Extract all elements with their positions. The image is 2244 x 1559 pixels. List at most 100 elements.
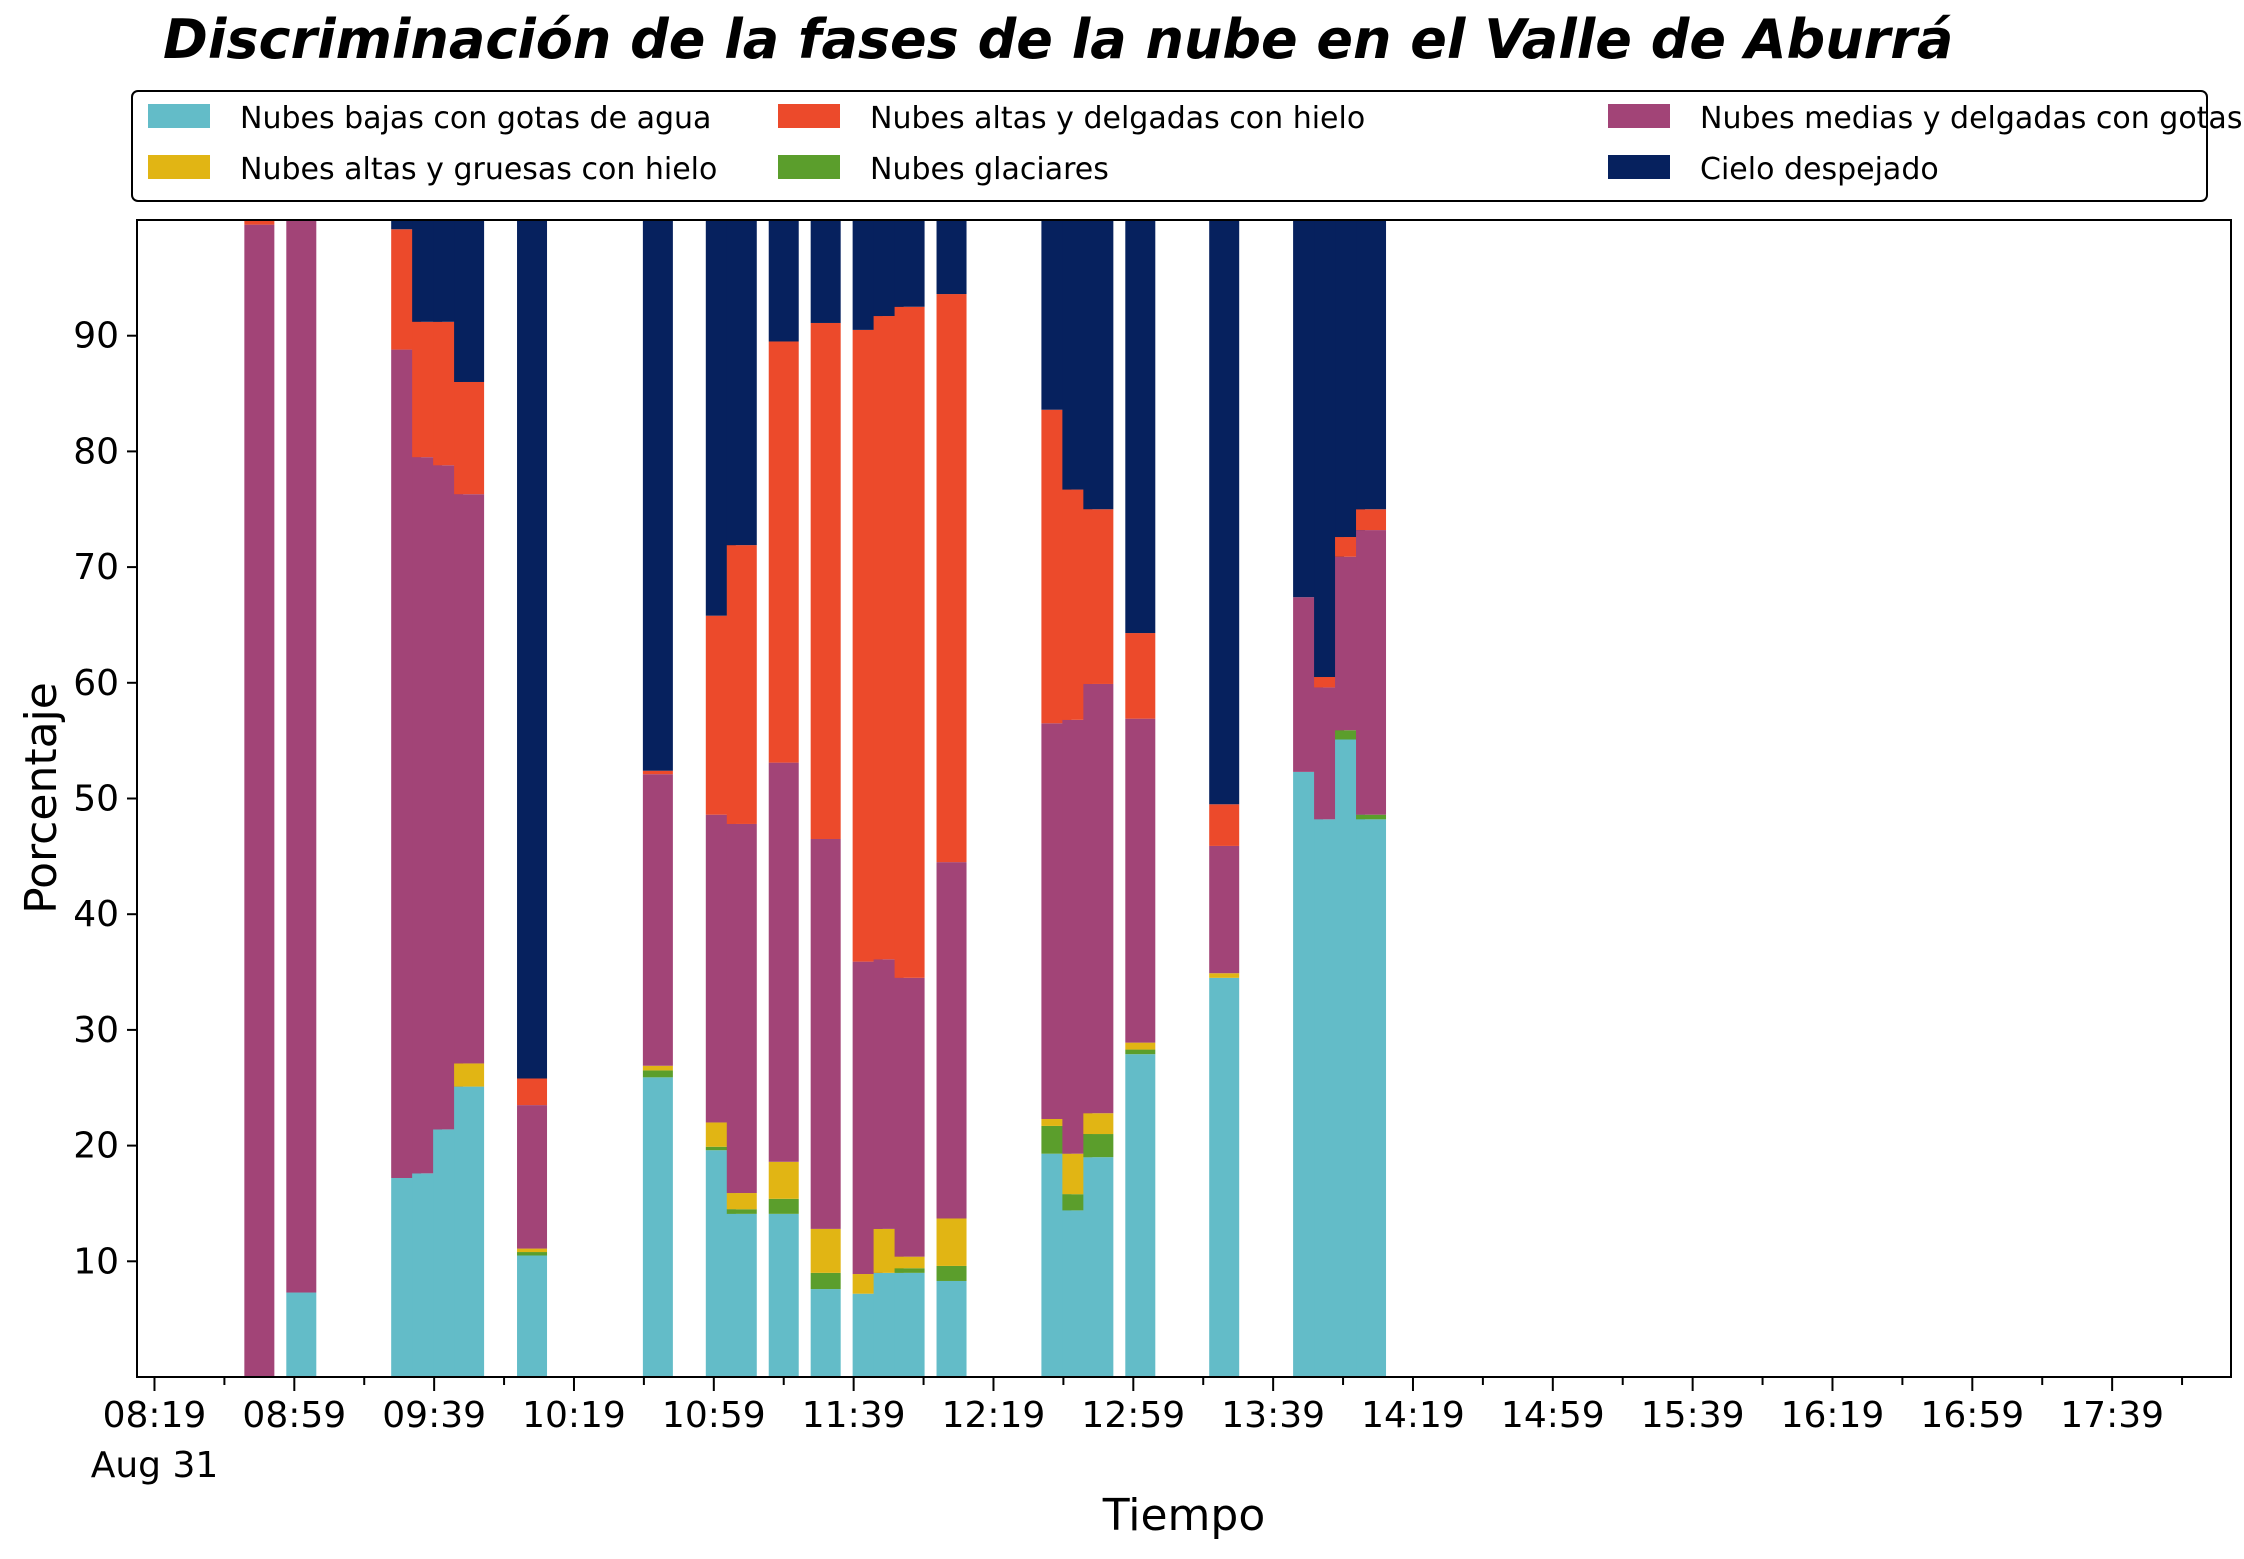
- bar-segment: [517, 220, 548, 1079]
- bar-segment: [1356, 530, 1387, 815]
- bar-segment: [1083, 1113, 1114, 1135]
- bar-segment: [1356, 509, 1387, 531]
- bar-segment: [642, 1077, 673, 1377]
- bar-segment: [642, 220, 673, 771]
- legend-item: Nubes bajas con gotas de agua: [148, 101, 711, 136]
- legend-label: Cielo despejado: [1700, 152, 1939, 187]
- bar-segment: [1314, 677, 1345, 688]
- bar-segment: [810, 322, 841, 839]
- legend-label: Nubes altas y delgadas con hielo: [870, 101, 1365, 136]
- chart-title: Discriminación de la fases de la nube en…: [163, 8, 1953, 71]
- bar-segment: [1209, 220, 1240, 805]
- bar-segment: [517, 1255, 548, 1377]
- y-tick-label: 60: [73, 663, 119, 704]
- x-tick-label: 16:19: [1781, 1395, 1885, 1436]
- y-tick-label: 70: [73, 547, 119, 588]
- legend-swatch: [148, 104, 210, 128]
- bar-segment: [894, 1256, 925, 1269]
- legend-label: Nubes medias y delgadas con gotas de agu…: [1700, 101, 2244, 136]
- y-tick-label: 10: [73, 1241, 119, 1282]
- bar-segment: [517, 1248, 548, 1253]
- bar-stack-5: [454, 220, 485, 1377]
- x-tick-label: 14:19: [1361, 1395, 1465, 1436]
- bar-segment: [1209, 977, 1240, 1377]
- bar-segment: [936, 1280, 967, 1377]
- legend-item: Cielo despejado: [1608, 152, 1939, 187]
- legend-item: Nubes glaciares: [778, 152, 1109, 187]
- x-tick-label: 08:19: [103, 1395, 207, 1436]
- y-axis: 10 20 30 40 50 60 70 80 90: [73, 316, 137, 1282]
- bar-stack-20: [1209, 220, 1240, 1377]
- bar-segment: [936, 220, 967, 295]
- bar-segment: [1209, 845, 1240, 974]
- legend-item: Nubes altas y gruesas con hielo: [148, 152, 717, 187]
- bar-segment: [1083, 1134, 1114, 1158]
- bar-segment: [454, 1086, 485, 1377]
- bar-segment: [391, 220, 422, 230]
- legend-swatch: [778, 104, 840, 128]
- bar-segment: [1125, 1049, 1156, 1055]
- y-tick-label: 40: [73, 894, 119, 935]
- bar-segment: [810, 1228, 841, 1273]
- bar-segment: [768, 341, 799, 763]
- bar-segment: [936, 1265, 967, 1281]
- bar-segment: [1335, 730, 1366, 740]
- bar-segment: [726, 823, 757, 1194]
- legend-swatch: [778, 155, 840, 179]
- bar-segment: [454, 381, 485, 495]
- bar-segment: [1125, 1054, 1156, 1377]
- x-tick-label: 13:39: [1221, 1395, 1325, 1436]
- legend-label: Nubes glaciares: [870, 152, 1109, 187]
- y-tick-label: 80: [73, 431, 119, 472]
- bar-segment: [768, 1213, 799, 1377]
- x-tick-label: 08:59: [242, 1395, 346, 1436]
- bar-segment: [936, 1218, 967, 1266]
- bar-segment: [1041, 1118, 1072, 1126]
- y-tick-label: 50: [73, 779, 119, 820]
- legend-swatch: [1608, 104, 1670, 128]
- bar-segment: [1083, 509, 1114, 684]
- bar-segment: [1209, 973, 1240, 978]
- x-tick-label: 12:19: [942, 1395, 1046, 1436]
- x-tick-label: 11:39: [802, 1395, 906, 1436]
- bar-segment: [1083, 683, 1114, 1114]
- legend-item: Nubes altas y delgadas con hielo: [778, 101, 1365, 136]
- bar-segment: [286, 1292, 317, 1377]
- bar-segment: [810, 1289, 841, 1377]
- bar-segment: [1125, 718, 1156, 1043]
- bar-segment: [454, 494, 485, 1064]
- legend-item: Nubes medias y delgadas con gotas de agu…: [1608, 101, 2244, 136]
- bar-stack-18: [1083, 220, 1114, 1377]
- bar-segment: [726, 1209, 757, 1214]
- x-tick-label: 14:59: [1501, 1395, 1605, 1436]
- bar-segment: [705, 1146, 736, 1151]
- bar-segment: [517, 1252, 548, 1256]
- bar-segment: [768, 1161, 799, 1199]
- legend-swatch: [1608, 155, 1670, 179]
- bar-segment: [454, 1063, 485, 1087]
- bar-segment: [726, 1213, 757, 1377]
- bar-stack-0: [244, 220, 275, 1377]
- x-axis-label: Tiempo: [1102, 1490, 1266, 1541]
- y-tick-label: 20: [73, 1126, 119, 1167]
- x-tick-sublabel: Aug 31: [91, 1445, 219, 1486]
- bar-segment: [894, 1272, 925, 1377]
- bar-segment: [1125, 633, 1156, 719]
- bar-segment: [768, 220, 799, 342]
- y-tick-label: 90: [73, 316, 119, 357]
- x-tick-label: 10:59: [662, 1395, 766, 1436]
- x-tick-label: 15:39: [1641, 1395, 1745, 1436]
- x-tick-label: 10:19: [522, 1395, 626, 1436]
- bar-stack-1: [286, 220, 317, 1377]
- bar-segment: [894, 306, 925, 978]
- x-tick-label: 16:59: [1920, 1395, 2024, 1436]
- x-tick-label: 12:59: [1081, 1395, 1185, 1436]
- bar-segment: [726, 220, 757, 546]
- bar-segment: [894, 220, 925, 307]
- bar-segment: [1083, 220, 1114, 510]
- bar-segment: [1356, 819, 1387, 1377]
- x-axis: 08:19 Aug 31 08:59 09:39 10:19 10:59 11:39 12:1…: [91, 1377, 2184, 1486]
- bar-segment: [768, 762, 799, 1162]
- bar-segment: [810, 839, 841, 1229]
